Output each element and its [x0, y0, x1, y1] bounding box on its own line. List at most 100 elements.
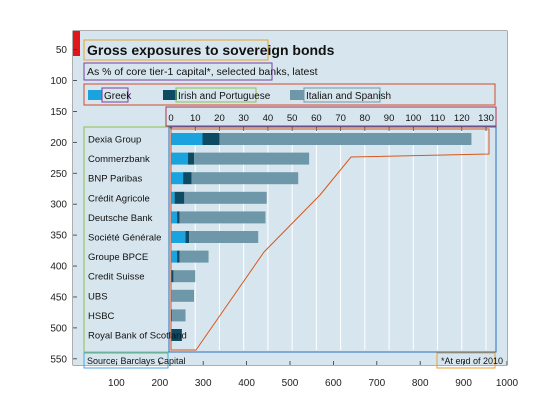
- legend-label-irish-portuguese: Irish and Portuguese: [178, 91, 271, 102]
- bar-segment: [189, 231, 259, 243]
- bar-segment: [179, 250, 209, 263]
- bar-segment: [179, 211, 266, 224]
- bar-segment: [172, 309, 186, 322]
- category-label: Commerzbank: [88, 154, 150, 165]
- bar-segment: [184, 191, 267, 204]
- legend-label-italian-spanish: Italian and Spanish: [306, 91, 391, 102]
- outer-x-tick-label: 300: [195, 378, 212, 389]
- outer-y-tick-label: 550: [50, 354, 67, 365]
- bar-segment: [173, 270, 196, 283]
- bar-segment: [194, 152, 310, 165]
- legend-label-box-greek: [101, 87, 129, 103]
- x-tick-label: 80: [360, 113, 371, 124]
- legend-box: [83, 83, 496, 106]
- legend-label-box-irish-portuguese: [175, 87, 257, 103]
- bar-segment: [183, 172, 192, 185]
- outer-x-tick-label: 700: [368, 378, 385, 389]
- source-box: [83, 352, 169, 369]
- bar-segment: [202, 133, 220, 145]
- bars: [171, 133, 472, 341]
- bar-segment: [171, 309, 173, 322]
- footnote-box: [436, 352, 496, 369]
- bars-box: [168, 126, 497, 353]
- bar-segment: [171, 329, 182, 341]
- gridlines: [194, 131, 487, 350]
- x-tick-label: 60: [311, 113, 322, 124]
- x-tick-label: 120: [454, 113, 470, 124]
- chart-title: Gross exposures to sovereign bonds: [87, 42, 335, 58]
- x-tick-label: 110: [430, 113, 445, 124]
- outer-y-tick-label: 150: [50, 107, 67, 118]
- footnote: *At end of 2010: [441, 356, 503, 366]
- outer-x-tick-label: 500: [282, 378, 299, 389]
- category-label: Royal Bank of Scotland: [88, 331, 187, 342]
- outer-y-tick-label: 400: [50, 262, 67, 273]
- chart-panel: [73, 31, 507, 365]
- x-tick-label: 90: [384, 113, 395, 124]
- bar-segment: [171, 172, 184, 185]
- outer-x-tick-label: 900: [455, 378, 472, 389]
- outer-y-tick-label: 250: [50, 169, 67, 180]
- bar-segment: [171, 270, 174, 283]
- legend-label-box-italian-spanish: [303, 87, 381, 103]
- category-label: Dexia Group: [88, 135, 141, 146]
- bar-segment: [187, 152, 195, 165]
- x-tick-label: 130: [478, 113, 494, 124]
- bar-outline-polygon: [170, 128, 490, 351]
- outer-y-tick-label: 450: [50, 292, 67, 303]
- chart-subtitle: As % of core tier-1 capital*, selected b…: [87, 66, 318, 78]
- x-tick-label: 70: [335, 113, 346, 124]
- outer-y-tick-label: 100: [50, 76, 67, 87]
- outer-x-tick-label: 400: [238, 378, 255, 389]
- title-box: [83, 39, 269, 61]
- category-label: Deutsche Bank: [88, 213, 153, 224]
- x-tick-label: 30: [238, 113, 249, 124]
- legend: Greek Irish and Portuguese Italian and S…: [88, 87, 391, 103]
- x-tick-label: 50: [287, 113, 298, 124]
- bar-segment: [171, 191, 175, 204]
- bar-segment: [177, 250, 180, 263]
- legend-label-greek: Greek: [104, 91, 132, 102]
- bar-segment: [171, 211, 178, 224]
- category-label: Crédit Agricole: [88, 193, 150, 204]
- bar-segment: [171, 250, 178, 263]
- source-note: Source: Barclays Capital: [87, 356, 186, 366]
- outer-x-tick-label: 1000: [496, 378, 519, 389]
- subtitle-box: [83, 62, 273, 81]
- bar-segment: [171, 289, 195, 302]
- category-label: BNP Paribas: [88, 174, 142, 185]
- category-labels: Dexia Group Commerzbank BNP Paribas Crédit …: [88, 135, 187, 342]
- outer-y-tick-label: 300: [50, 200, 67, 211]
- legend-swatch-irish-portuguese: [163, 90, 177, 100]
- outer-x-tick-label: 200: [151, 378, 168, 389]
- outer-y-tick-label: 500: [50, 323, 67, 334]
- bar-segment: [171, 231, 186, 243]
- corner-mark: [73, 31, 80, 56]
- category-label: UBS: [88, 291, 108, 302]
- outer-x-tick-label: 600: [325, 378, 342, 389]
- category-label: HSBC: [88, 311, 115, 322]
- x-axis-box: [165, 106, 497, 127]
- outer-x-tick-label: 100: [108, 378, 125, 389]
- x-tick-label: 0: [168, 113, 173, 124]
- bar-segment: [191, 172, 299, 185]
- bar-segment: [177, 211, 180, 224]
- outer-y-tick-label: 200: [50, 138, 67, 149]
- x-tick-label: 20: [214, 113, 225, 124]
- category-label: Groupe BPCE: [88, 252, 148, 263]
- category-label: Société Générale: [88, 233, 161, 244]
- bar-segment: [171, 152, 188, 165]
- outer-y-tick-label: 50: [56, 45, 68, 56]
- x-tick-label: 10: [190, 113, 201, 124]
- bar-segment: [171, 133, 203, 145]
- outer-y-tick-label: 350: [50, 231, 67, 242]
- x-tick-label: 100: [405, 113, 421, 124]
- bar-segment: [219, 133, 472, 145]
- bar-segment: [185, 231, 190, 243]
- outer-x-tick-label: 800: [412, 378, 429, 389]
- legend-swatch-greek: [88, 90, 102, 100]
- bar-segment: [174, 191, 185, 204]
- x-tick-label: 40: [263, 113, 274, 124]
- legend-swatch-italian-spanish: [290, 90, 304, 100]
